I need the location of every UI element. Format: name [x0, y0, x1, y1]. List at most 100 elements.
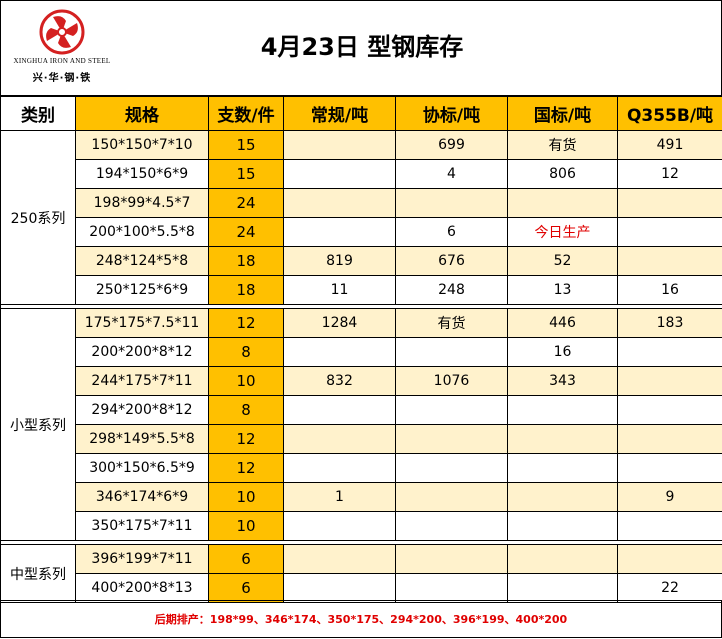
- q355b-cell: 16: [618, 276, 722, 305]
- q355b-cell: [618, 218, 722, 247]
- national-cell: [508, 189, 618, 218]
- q355b-cell: 9: [618, 483, 722, 512]
- spec-cell: 150*150*7*10: [76, 131, 209, 160]
- count-cell: 15: [209, 160, 284, 189]
- national-cell: 有货: [508, 131, 618, 160]
- national-cell: 52: [508, 247, 618, 276]
- national-cell: [508, 512, 618, 541]
- spec-cell: 200*100*5.5*8: [76, 218, 209, 247]
- header-national: 国标/吨: [508, 97, 618, 131]
- regular-cell: 819: [284, 247, 396, 276]
- count-cell: 12: [209, 454, 284, 483]
- national-cell: [508, 574, 618, 603]
- spec-cell: 248*124*5*8: [76, 247, 209, 276]
- national-cell: [508, 396, 618, 425]
- page-title: 4月23日 型钢库存: [1, 27, 722, 62]
- assoc-cell: [396, 483, 508, 512]
- assoc-cell: [396, 574, 508, 603]
- q355b-cell: [618, 512, 722, 541]
- spec-cell: 244*175*7*11: [76, 367, 209, 396]
- count-cell: 10: [209, 483, 284, 512]
- national-cell: [508, 545, 618, 574]
- q355b-cell: [618, 338, 722, 367]
- header-q355b: Q355B/吨: [618, 97, 722, 131]
- assoc-cell: [396, 425, 508, 454]
- q355b-cell: [618, 247, 722, 276]
- assoc-cell: [396, 454, 508, 483]
- count-cell: 15: [209, 131, 284, 160]
- header-assoc: 协标/吨: [396, 97, 508, 131]
- assoc-cell: 4: [396, 160, 508, 189]
- assoc-cell: 有货: [396, 309, 508, 338]
- count-cell: 6: [209, 545, 284, 574]
- spec-cell: 396*199*7*11: [76, 545, 209, 574]
- q355b-cell: 22: [618, 574, 722, 603]
- regular-cell: 11: [284, 276, 396, 305]
- q355b-cell: 12: [618, 160, 722, 189]
- production-schedule-note: 后期排产：198*99、346*174、350*175、294*200、396*…: [0, 600, 722, 638]
- header-count: 支数/件: [209, 97, 284, 131]
- regular-cell: 1284: [284, 309, 396, 338]
- count-cell: 12: [209, 309, 284, 338]
- regular-cell: 1: [284, 483, 396, 512]
- regular-cell: [284, 512, 396, 541]
- regular-cell: [284, 160, 396, 189]
- regular-cell: [284, 131, 396, 160]
- header-banner: XINGHUA IRON AND STEEL 兴·华·钢·铁 4月23日 型钢库…: [0, 0, 722, 96]
- assoc-cell: 6: [396, 218, 508, 247]
- assoc-cell: [396, 512, 508, 541]
- regular-cell: [284, 574, 396, 603]
- national-cell: 806: [508, 160, 618, 189]
- spec-cell: 294*200*8*12: [76, 396, 209, 425]
- spec-cell: 175*175*7.5*11: [76, 309, 209, 338]
- count-cell: 10: [209, 367, 284, 396]
- assoc-cell: [396, 396, 508, 425]
- assoc-cell: 1076: [396, 367, 508, 396]
- national-cell: [508, 454, 618, 483]
- national-cell: 13: [508, 276, 618, 305]
- regular-cell: [284, 425, 396, 454]
- count-cell: 8: [209, 396, 284, 425]
- spec-cell: 298*149*5.5*8: [76, 425, 209, 454]
- spec-cell: 198*99*4.5*7: [76, 189, 209, 218]
- header-spec: 规格: [76, 97, 209, 131]
- national-cell: [508, 483, 618, 512]
- spec-cell: 400*200*8*13: [76, 574, 209, 603]
- count-cell: 10: [209, 512, 284, 541]
- spec-cell: 346*174*6*9: [76, 483, 209, 512]
- count-cell: 24: [209, 189, 284, 218]
- regular-cell: [284, 396, 396, 425]
- q355b-cell: [618, 396, 722, 425]
- assoc-cell: [396, 189, 508, 218]
- national-cell: 446: [508, 309, 618, 338]
- spec-cell: 300*150*6.5*9: [76, 454, 209, 483]
- count-cell: 18: [209, 276, 284, 305]
- regular-cell: [284, 454, 396, 483]
- assoc-cell: 676: [396, 247, 508, 276]
- national-cell: 343: [508, 367, 618, 396]
- header-category: 类别: [1, 97, 76, 131]
- regular-cell: [284, 218, 396, 247]
- assoc-cell: 248: [396, 276, 508, 305]
- table-header-row: 类别 规格 支数/件 常规/吨 协标/吨 国标/吨 Q355B/吨: [1, 97, 722, 131]
- national-cell: 今日生产: [508, 218, 618, 247]
- logo-chinese-name: 兴·华·钢·铁: [7, 69, 117, 84]
- count-cell: 18: [209, 247, 284, 276]
- assoc-cell: 699: [396, 131, 508, 160]
- q355b-cell: [618, 425, 722, 454]
- national-cell: [508, 425, 618, 454]
- category-cell: 小型系列: [1, 309, 76, 541]
- assoc-cell: [396, 338, 508, 367]
- count-cell: 24: [209, 218, 284, 247]
